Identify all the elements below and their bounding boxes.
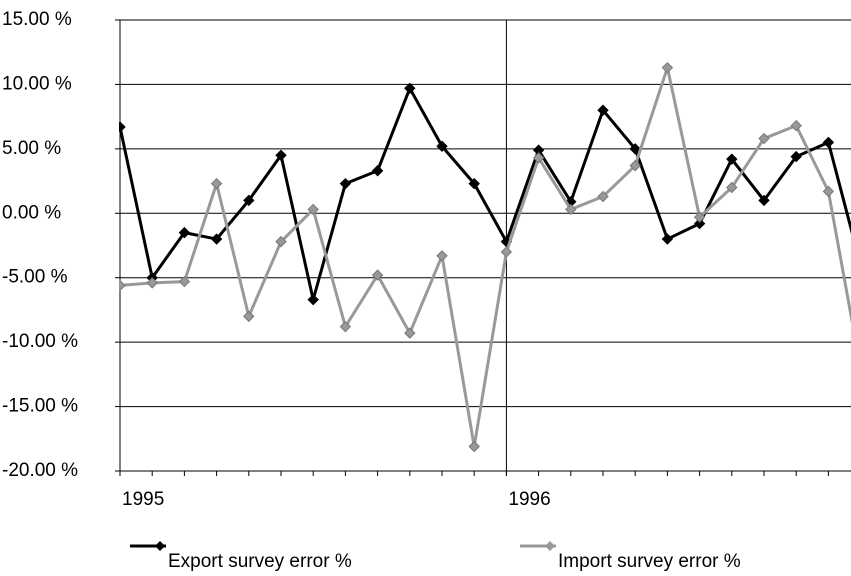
y-tick-label: 10.00 % (2, 73, 72, 94)
data-point (371, 269, 384, 281)
data-point (758, 194, 770, 207)
data-point (693, 217, 706, 230)
x-tick-label: 1995 (122, 489, 164, 510)
legend-marker (155, 541, 165, 551)
data-point (597, 190, 609, 203)
data-point (243, 310, 255, 323)
data-point (822, 185, 835, 198)
y-tick-label: 15.00 % (2, 9, 72, 30)
data-point (629, 159, 641, 172)
data-point (822, 136, 835, 149)
data-point (210, 177, 223, 190)
data-point (468, 440, 480, 453)
y-tick-label: 5.00 % (2, 138, 61, 159)
data-point (146, 277, 158, 289)
legend-marker (545, 541, 555, 551)
data-point (693, 211, 706, 223)
data-point (275, 235, 287, 248)
series-line (119, 66, 851, 449)
data-point (178, 226, 191, 239)
data-point (790, 119, 802, 132)
data-point (726, 153, 738, 165)
legend-label: Import survey error % (558, 551, 741, 572)
y-tick-label: 0.00 % (2, 202, 61, 223)
data-point (307, 293, 319, 306)
data-point (178, 275, 191, 288)
data-point (661, 233, 674, 245)
data-point (243, 194, 255, 207)
data-point (119, 279, 126, 292)
data-point (339, 320, 352, 333)
data-point (468, 177, 480, 190)
data-point (565, 203, 577, 216)
y-tick-label: -10.00 % (2, 331, 78, 352)
data-point (532, 152, 545, 164)
data-point (726, 181, 738, 194)
data-point (307, 203, 319, 216)
data-point (597, 104, 609, 116)
data-point (210, 233, 223, 245)
data-point (436, 140, 448, 152)
data-point (119, 121, 126, 133)
y-tick-label: -20.00 % (2, 460, 78, 481)
data-point (758, 132, 770, 145)
data-point (629, 143, 641, 155)
plot-area (119, 61, 851, 453)
data-point (790, 150, 802, 163)
series-line (119, 86, 851, 302)
legend-label: Export survey error % (168, 551, 352, 572)
y-tick-label: -5.00 % (2, 267, 68, 288)
data-point (500, 246, 513, 258)
data-point (275, 149, 287, 162)
data-point (371, 165, 384, 177)
y-tick-label: -15.00 % (2, 396, 78, 417)
data-point (661, 61, 674, 74)
data-point (436, 250, 448, 262)
data-point (404, 82, 416, 95)
data-point (404, 327, 416, 339)
data-point (339, 177, 352, 190)
x-tick-label: 1996 (508, 489, 550, 510)
